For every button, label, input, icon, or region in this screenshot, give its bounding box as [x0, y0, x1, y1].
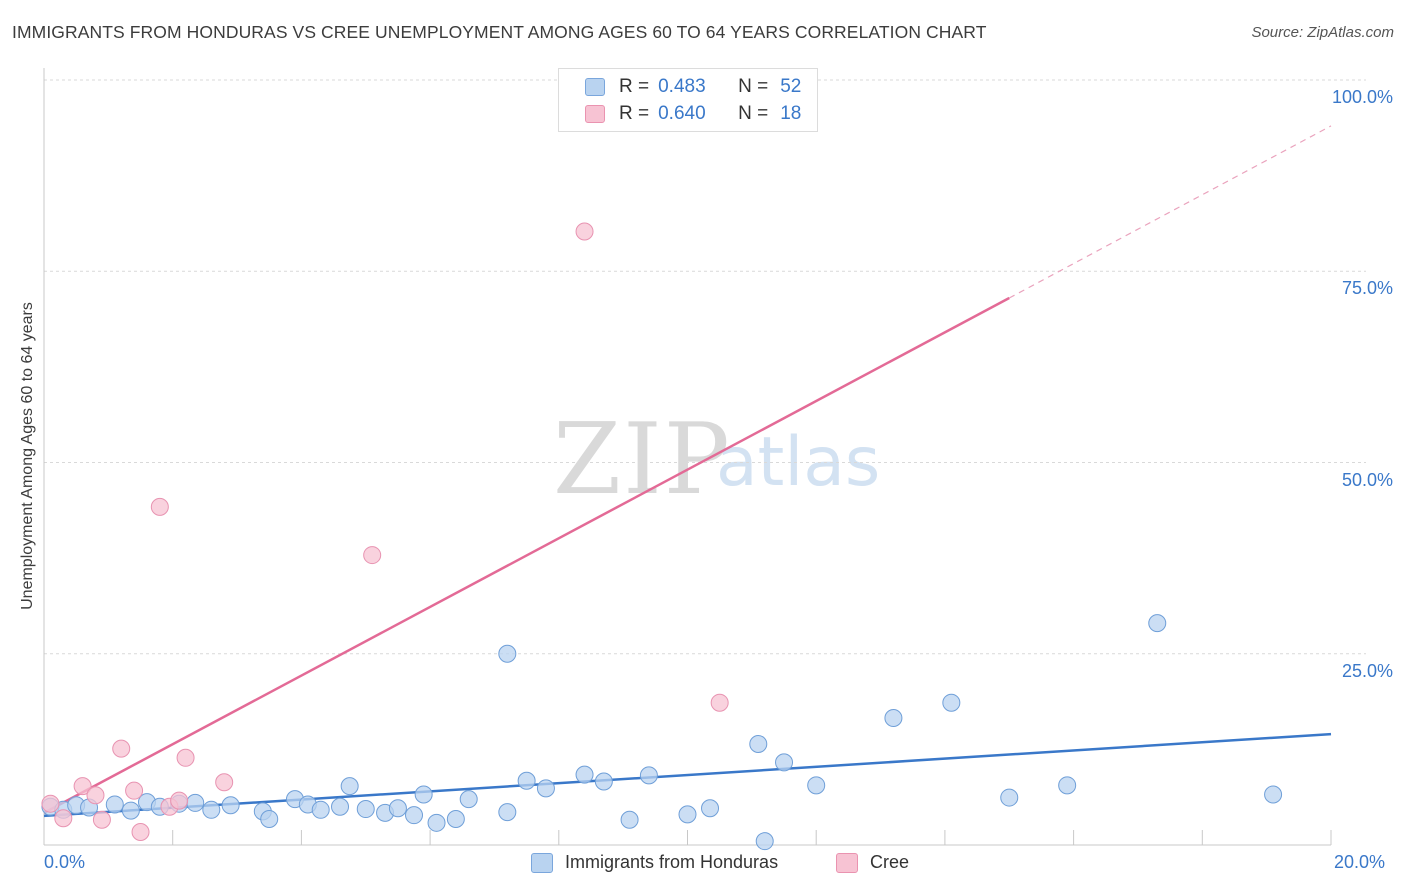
legend-r-label: R = [619, 103, 650, 124]
data-point-honduras [331, 797, 350, 816]
legend-r-label: R = [619, 76, 650, 97]
legend-n-label: N = [738, 103, 769, 124]
data-point-cree [86, 786, 105, 805]
data-point-honduras [1000, 788, 1019, 807]
trendline-honduras [43, 732, 1332, 818]
legend-swatch-blue [585, 78, 605, 96]
data-point-honduras [755, 832, 774, 851]
data-point-honduras [340, 777, 359, 796]
data-point-honduras [311, 800, 330, 819]
legend-row-cree: R = 0.640 N = 18 [585, 101, 801, 127]
data-point-cree [575, 222, 594, 241]
x-tick-label-min: 0.0% [44, 852, 86, 872]
data-point-honduras [536, 779, 555, 798]
legend-label-cree: Cree [870, 852, 910, 872]
y-tick-label: 25.0% [1341, 660, 1393, 681]
legend-r-value: 0.640 [658, 103, 706, 124]
data-point-honduras [414, 785, 433, 804]
trendline-cree-extension [1008, 125, 1332, 299]
legend-r-value: 0.483 [658, 76, 706, 97]
source-credit: Source: ZipAtlas.com [1251, 24, 1394, 41]
watermark-zip: ZIP [553, 403, 732, 517]
correlation-legend: R = 0.483 N = 52 R = 0.640 N = 18 [558, 68, 818, 132]
data-point-honduras [260, 809, 279, 828]
trendline-cree [43, 296, 1010, 814]
data-point-honduras [775, 753, 794, 772]
data-point-honduras [446, 809, 465, 828]
data-point-cree [215, 773, 234, 792]
legend-n-value: 18 [780, 103, 802, 124]
data-point-cree [73, 777, 92, 796]
legend-row-honduras: R = 0.483 N = 52 [585, 74, 801, 100]
legend-n-label: N = [738, 76, 769, 97]
data-point-honduras [1058, 776, 1077, 795]
data-point-cree [92, 810, 111, 829]
y-tick-label: 50.0% [1341, 469, 1393, 490]
data-point-cree [41, 794, 60, 813]
data-point-honduras [186, 793, 205, 812]
data-point-honduras [459, 790, 478, 809]
data-point-honduras [405, 806, 424, 825]
data-point-honduras [517, 771, 536, 790]
data-point-honduras [498, 644, 517, 663]
data-point-honduras [884, 709, 903, 728]
bottom-legend-honduras: Immigrants from Honduras [531, 852, 778, 873]
data-point-honduras [678, 805, 697, 824]
data-point-honduras [121, 801, 140, 820]
data-point-cree [710, 693, 729, 712]
data-point-honduras [356, 800, 375, 819]
data-point-honduras [620, 810, 639, 829]
data-point-honduras [807, 776, 826, 795]
legend-swatch-pink [585, 105, 605, 123]
data-point-honduras [498, 803, 517, 822]
legend-label-honduras: Immigrants from Honduras [565, 852, 779, 872]
data-point-honduras [221, 796, 240, 815]
data-point-cree [150, 497, 169, 516]
data-point-cree [170, 791, 189, 810]
y-tick-label: 100.0% [1331, 87, 1393, 107]
watermark-atlas: atlas [716, 423, 881, 502]
legend-n-value: 52 [780, 76, 802, 97]
data-point-honduras [427, 813, 446, 832]
chart-title: IMMIGRANTS FROM HONDURAS VS CREE UNEMPLO… [12, 22, 987, 42]
data-point-honduras [942, 693, 961, 712]
y-tick-label: 75.0% [1341, 278, 1393, 299]
data-point-honduras [202, 800, 221, 819]
data-point-cree [125, 781, 144, 800]
legend-swatch-pink [836, 852, 858, 873]
x-tick-label-max: 20.0% [1334, 852, 1386, 872]
data-point-cree [363, 546, 382, 565]
data-point-honduras [575, 765, 594, 784]
data-point-honduras [388, 799, 407, 818]
data-point-cree [131, 822, 150, 841]
data-point-honduras [594, 772, 613, 791]
data-point-honduras [701, 799, 720, 818]
data-point-honduras [1148, 614, 1167, 633]
bottom-legend-cree: Cree [836, 852, 909, 873]
data-point-cree [176, 748, 195, 767]
data-point-cree [54, 809, 73, 828]
data-point-honduras [749, 735, 768, 754]
data-point-honduras [639, 766, 658, 785]
legend-swatch-blue [531, 852, 553, 873]
data-point-honduras [1264, 785, 1283, 804]
data-point-honduras [105, 795, 124, 814]
data-point-cree [112, 739, 131, 758]
